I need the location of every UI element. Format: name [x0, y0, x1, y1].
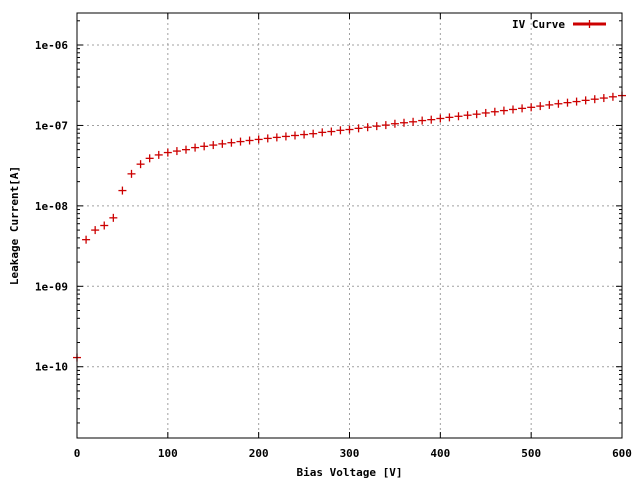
legend: IV Curve [512, 18, 606, 31]
data-point [499, 106, 508, 115]
x-tick-label: 400 [430, 447, 450, 460]
data-point [418, 116, 427, 125]
data-point [200, 142, 209, 151]
x-axis-label: Bias Voltage [V] [297, 466, 403, 479]
data-point [127, 169, 136, 178]
data-point [136, 160, 145, 169]
legend-marker [585, 20, 594, 28]
data-point [218, 139, 227, 148]
x-tick-label: 500 [521, 447, 541, 460]
x-tick-label: 0 [74, 447, 81, 460]
data-point [245, 136, 254, 145]
data-point [254, 135, 263, 144]
data-point [481, 108, 490, 117]
data-point [191, 143, 200, 152]
data-point [163, 148, 172, 157]
data-point [354, 124, 363, 133]
data-point [145, 154, 154, 163]
data-point [572, 97, 581, 106]
data-point [599, 94, 608, 103]
data-point [363, 123, 372, 132]
data-point [390, 119, 399, 128]
data-point [236, 137, 245, 146]
data-point [209, 141, 218, 150]
data-point [182, 145, 190, 154]
data-point [118, 186, 127, 195]
y-tick-label: 1e-07 [35, 119, 68, 132]
x-tick-label: 600 [612, 447, 632, 460]
data-point [536, 102, 545, 111]
data-point [109, 213, 118, 222]
data-point [345, 125, 354, 134]
grid-lines [77, 13, 622, 438]
data-point [463, 111, 472, 120]
y-tick-label: 1e-08 [35, 200, 68, 213]
data-point [490, 107, 499, 116]
data-point [563, 98, 572, 107]
data-point [263, 134, 272, 143]
y-tick-label: 1e-06 [35, 39, 68, 52]
data-point [91, 226, 100, 235]
data-point [281, 132, 290, 141]
data-point [272, 133, 281, 142]
x-tick-labels: 0 100 200 300 400 500 600 [74, 447, 632, 460]
data-point [372, 122, 381, 131]
data-point [82, 235, 91, 244]
data-point [100, 221, 109, 230]
data-point [409, 117, 418, 126]
y-tick-labels: 1e-10 1e-09 1e-08 1e-07 1e-06 [35, 39, 68, 374]
data-point [227, 138, 236, 147]
data-point [454, 112, 463, 121]
data-point [309, 129, 318, 138]
data-point [318, 128, 327, 137]
data-point [427, 115, 436, 124]
data-point [509, 105, 517, 114]
data-point [445, 113, 454, 122]
data-point [336, 126, 345, 135]
data-point [608, 92, 617, 101]
data-point [400, 118, 408, 127]
x-tick-label: 100 [158, 447, 178, 460]
y-tick-label: 1e-09 [35, 280, 68, 293]
x-tick-label: 300 [340, 447, 360, 460]
x-tick-label: 200 [249, 447, 269, 460]
y-tick-label: 1e-10 [35, 361, 68, 374]
data-point [172, 147, 181, 156]
plot-frame [76, 12, 623, 439]
data-point [472, 110, 481, 119]
data-point [581, 96, 590, 105]
data-point [545, 100, 554, 109]
data-point [590, 95, 599, 104]
legend-label: IV Curve [512, 18, 565, 31]
data-point [554, 99, 563, 108]
data-point [381, 121, 390, 130]
data-point [527, 103, 536, 112]
data-point [300, 130, 309, 139]
y-axis-label: Leakage Current[A] [8, 166, 21, 285]
data-point [154, 150, 163, 159]
data-point [291, 131, 299, 140]
data-point [436, 114, 445, 123]
data-point [327, 127, 336, 136]
iv-curve-points [73, 91, 626, 362]
data-point [518, 104, 527, 113]
